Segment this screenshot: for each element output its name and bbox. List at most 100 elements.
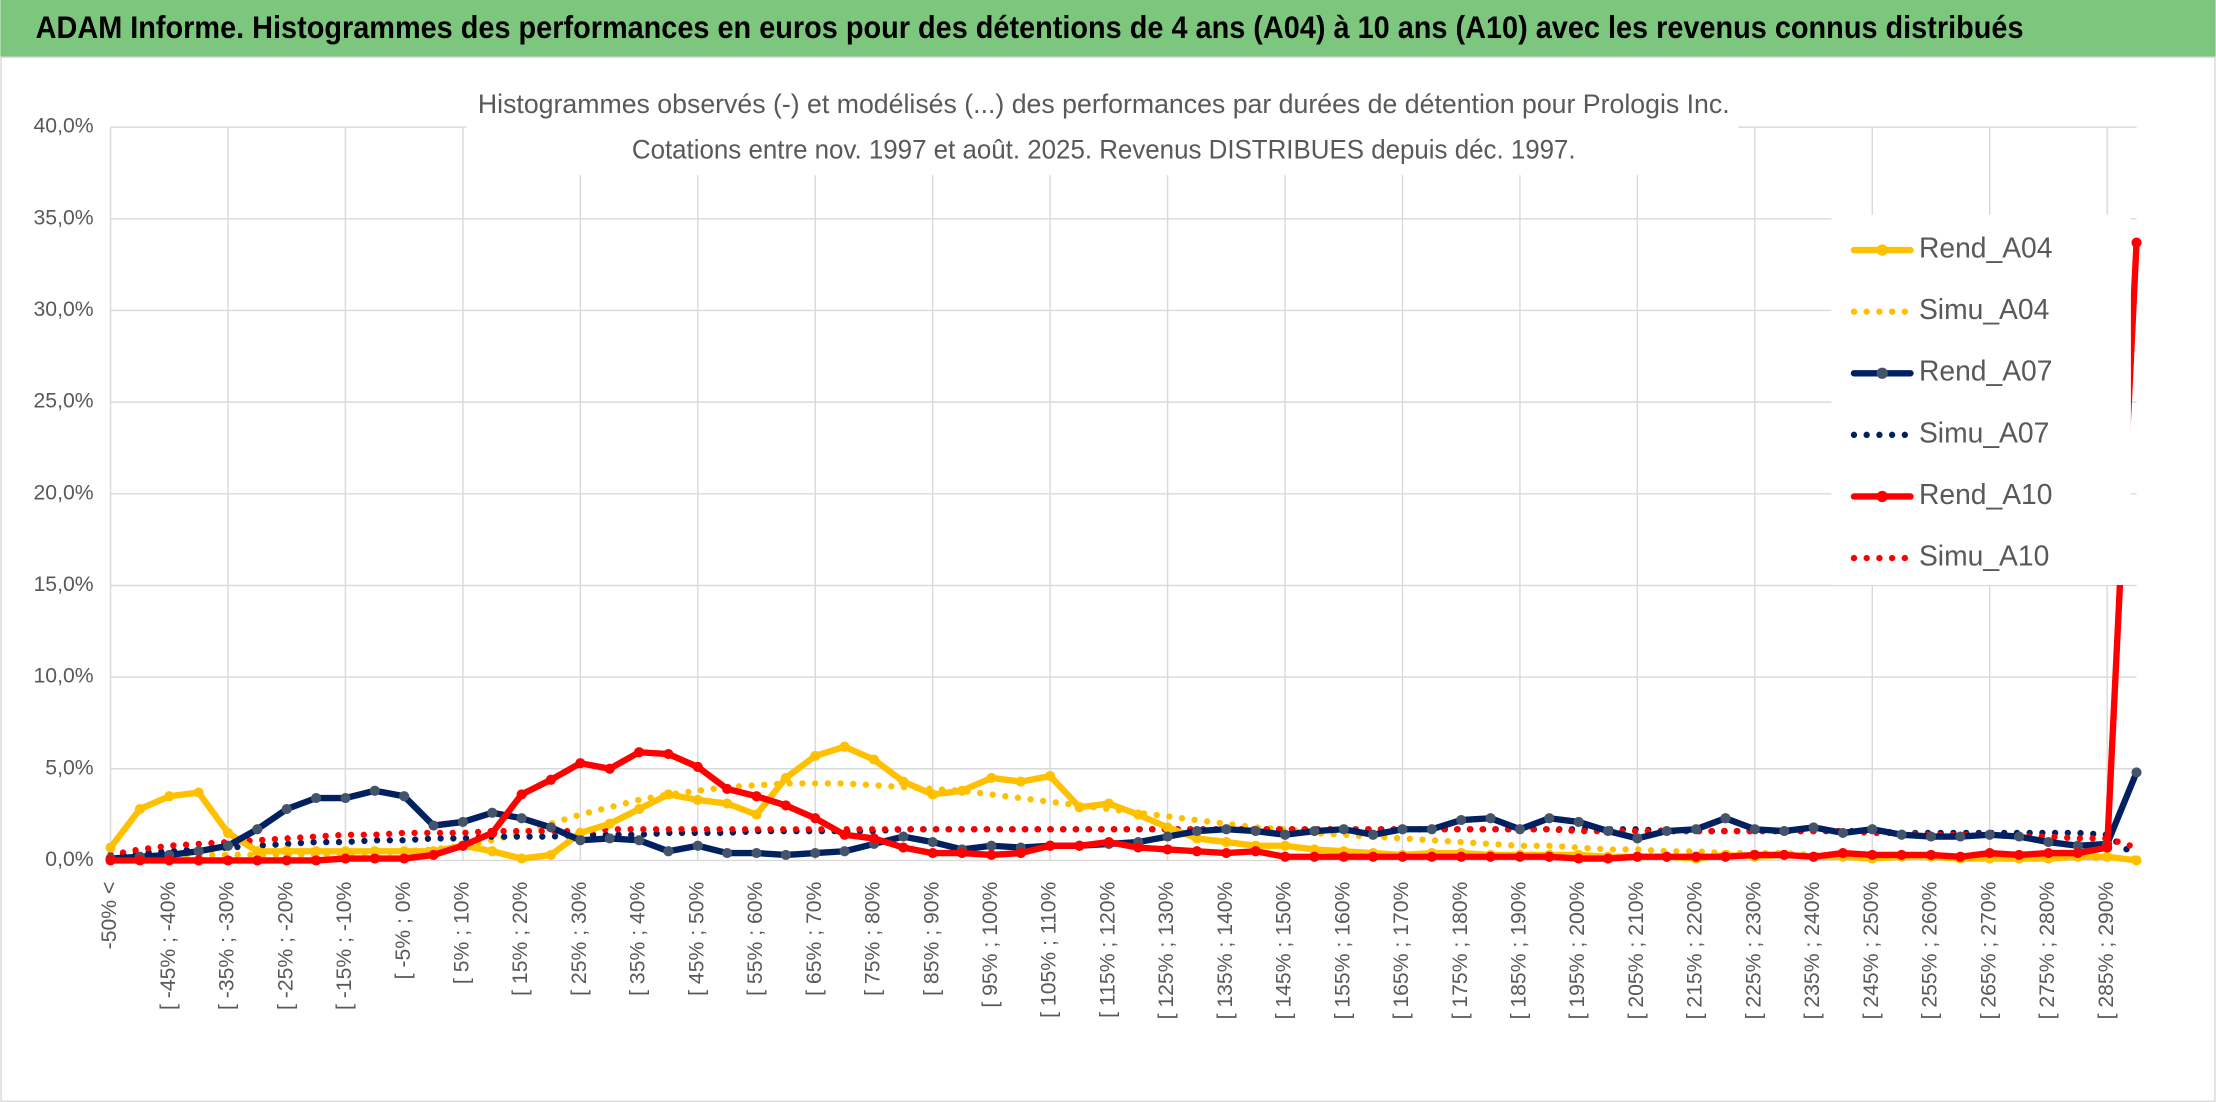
x-tick-label: [ 105% ; 110% — [1038, 881, 1061, 1017]
legend-label: Rend_A04 — [1919, 232, 2053, 264]
series-marker — [868, 833, 880, 844]
x-tick-label: [ 15% ; 20% — [509, 881, 532, 995]
series-marker — [1779, 849, 1790, 860]
series-marker — [2131, 237, 2142, 248]
series-marker — [164, 855, 175, 866]
series-marker — [1250, 825, 1261, 837]
legend-label: Rend_A10 — [1919, 478, 2053, 510]
series-marker — [252, 846, 263, 857]
series-marker — [1426, 851, 1437, 862]
x-tick-label: [ 245% ; 250% — [1860, 881, 1883, 1019]
series-marker — [428, 820, 439, 831]
y-tick-label: 0,0% — [45, 848, 93, 871]
series-marker — [1955, 851, 1966, 862]
series-marker — [898, 842, 909, 853]
legend-marker — [1876, 244, 1888, 256]
series-marker — [1221, 836, 1232, 848]
series-marker — [604, 833, 615, 844]
series-marker — [340, 853, 351, 864]
series-marker — [986, 849, 997, 860]
series-marker — [399, 846, 410, 857]
series-marker — [1955, 831, 1966, 842]
series-marker — [1808, 851, 1819, 862]
series-marker — [516, 813, 527, 824]
series-marker — [722, 783, 733, 795]
series-marker — [927, 836, 938, 848]
series-marker — [663, 846, 674, 857]
x-tick-label: [ 205% ; 210% — [1625, 881, 1648, 1019]
series-marker — [810, 813, 821, 824]
series-marker — [1867, 849, 1878, 860]
series-marker — [1544, 813, 1555, 824]
series-marker — [1103, 836, 1114, 848]
series-marker — [1015, 847, 1026, 859]
series-marker — [1162, 822, 1173, 833]
series-marker — [1749, 849, 1760, 860]
chart-title: Histogrammes observés (-) et modélisés (… — [478, 89, 1730, 119]
series-marker — [868, 754, 880, 765]
series-marker — [751, 809, 762, 820]
x-tick-label: [ 115% ; 120% — [1096, 881, 1119, 1017]
series-marker — [1925, 849, 1937, 860]
series-marker — [487, 807, 498, 818]
series-marker — [310, 846, 322, 857]
x-tick-label: [ 235% ; 240% — [1801, 881, 1824, 1019]
legend-box — [1831, 214, 2131, 585]
series-marker — [340, 846, 351, 857]
series-marker — [575, 758, 586, 769]
series-marker — [898, 776, 909, 787]
series-marker — [1191, 825, 1203, 837]
series-marker — [839, 741, 850, 752]
series-marker — [1837, 827, 1848, 838]
series-marker — [1691, 851, 1702, 862]
x-tick-label: [ -25% ; -20% — [274, 881, 297, 1010]
y-tick-label: 10,0% — [34, 665, 94, 688]
x-tick-label: [ 45% ; 50% — [685, 881, 708, 995]
series-marker — [1691, 824, 1702, 835]
series-marker — [428, 849, 439, 860]
series-marker — [810, 847, 821, 859]
y-tick-label: 25,0% — [34, 390, 94, 413]
y-tick-label: 15,0% — [34, 573, 94, 596]
series-marker — [369, 846, 380, 857]
series-marker — [633, 835, 645, 846]
x-tick-label: [ 125% ; 130% — [1155, 881, 1178, 1019]
x-tick-label: [ 215% ; 220% — [1684, 881, 1707, 1019]
series-marker — [222, 855, 234, 866]
series-marker — [545, 822, 557, 833]
series-marker — [1867, 824, 1878, 835]
x-tick-label: [ 225% ; 230% — [1742, 881, 1765, 1019]
series-marker — [399, 853, 410, 864]
series-marker — [1602, 825, 1614, 837]
series-marker — [252, 824, 263, 835]
series-marker — [399, 791, 410, 802]
y-tick-label: 5,0% — [45, 756, 93, 779]
series-marker — [780, 772, 791, 784]
series-marker — [692, 840, 703, 851]
series-marker — [780, 800, 791, 811]
x-tick-label: [ 155% ; 160% — [1331, 881, 1354, 1019]
series-marker — [1925, 831, 1937, 842]
y-tick-label: 35,0% — [34, 206, 94, 229]
x-tick-label: [ 135% ; 140% — [1214, 881, 1237, 1019]
x-tick-label: [ 265% ; 270% — [1977, 881, 2000, 1019]
series-marker — [1779, 825, 1790, 837]
series-marker — [1309, 851, 1320, 862]
series-marker — [105, 842, 116, 853]
series-marker — [545, 774, 557, 785]
series-marker — [310, 792, 322, 804]
x-tick-label: [ 275% ; 280% — [2036, 881, 2059, 1019]
series-marker — [1103, 798, 1114, 809]
series-marker — [2072, 847, 2083, 859]
x-tick-label: [ 195% ; 200% — [1566, 881, 1589, 1019]
series-marker — [1749, 824, 1760, 835]
series-marker — [956, 847, 968, 859]
series-marker — [252, 855, 263, 866]
series-marker — [1191, 846, 1203, 857]
chart-subtitle: Cotations entre nov. 1997 et août. 2025.… — [632, 134, 1576, 164]
series-marker — [1074, 840, 1085, 851]
series-marker — [1162, 831, 1173, 842]
series-marker — [1632, 851, 1643, 862]
series-marker — [1808, 822, 1819, 833]
